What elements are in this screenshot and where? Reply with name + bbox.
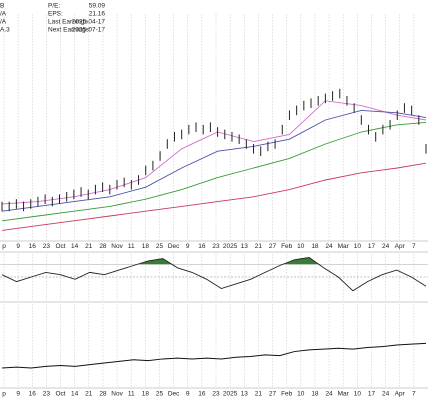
x-tick-label: p xyxy=(2,243,6,250)
x-tick-label: Nov xyxy=(111,243,123,250)
x-tick-label: 16 xyxy=(198,243,206,250)
moving-average xyxy=(1,162,427,231)
x-tick-label: 23 xyxy=(43,391,51,398)
x-tick-label: 9 xyxy=(16,391,20,398)
x-tick-label: 18 xyxy=(142,391,150,398)
info-left: B xyxy=(0,3,4,10)
x-tick-label: 14 xyxy=(71,243,79,250)
x-tick-label: Mar xyxy=(338,391,350,398)
x-tick-label: 16 xyxy=(198,391,206,398)
x-tick-label: 7 xyxy=(412,243,416,250)
x-tick-label: 18 xyxy=(311,243,319,250)
x-tick-label: Apr xyxy=(395,243,406,250)
info-value: 59.09 xyxy=(89,3,106,10)
x-tick-label: 11 xyxy=(128,243,135,250)
x-tick-label: 21 xyxy=(255,243,263,250)
x-tick-label: 27 xyxy=(269,243,277,250)
x-tick-label: 18 xyxy=(142,243,150,250)
x-tick-label: Dec xyxy=(168,243,180,250)
x-tick-label: Mar xyxy=(338,243,350,250)
x-tick-label: 10 xyxy=(354,243,362,250)
x-tick-label: 16 xyxy=(29,391,37,398)
moving-average xyxy=(1,109,427,212)
x-tick-label: 27 xyxy=(269,391,277,398)
x-tick-label: 21 xyxy=(255,391,263,398)
x-tick-label: 23 xyxy=(212,391,220,398)
x-tick-label: 10 xyxy=(297,391,305,398)
x-tick-label: p xyxy=(2,391,6,398)
x-tick-label: 16 xyxy=(29,243,37,250)
info-label: EPS: xyxy=(48,11,63,18)
x-tick-label: 28 xyxy=(99,391,107,398)
x-tick-label: Oct xyxy=(55,391,65,398)
x-tick-label: 21 xyxy=(85,243,93,250)
x-tick-label: 10 xyxy=(354,391,362,398)
x-tick-label: 21 xyxy=(85,391,93,398)
x-tick-label: 25 xyxy=(156,243,164,250)
x-tick-label: 17 xyxy=(368,391,376,398)
x-tick-label: 14 xyxy=(71,391,79,398)
x-tick-label: 24 xyxy=(382,243,390,250)
x-tick-label: 28 xyxy=(99,243,107,250)
info-value: 21.16 xyxy=(89,11,106,18)
x-tick-label: 10 xyxy=(297,243,305,250)
x-tick-label: 9 xyxy=(186,391,190,398)
info-value: 2025-04-17 xyxy=(72,19,106,26)
x-tick-label: 9 xyxy=(16,243,20,250)
x-tick-label: 11 xyxy=(128,391,135,398)
info-left: /A xyxy=(0,11,7,18)
x-tick-label: 13 xyxy=(241,243,249,250)
indicator-line xyxy=(1,342,427,369)
info-label: Last Earnings: xyxy=(48,19,90,26)
x-tick-label: 23 xyxy=(212,243,220,250)
x-tick-label: 13 xyxy=(241,391,249,398)
x-tick-label: Feb xyxy=(281,391,293,398)
x-tick-label: 25 xyxy=(156,391,164,398)
info-label: P/E: xyxy=(48,3,60,10)
moving-average xyxy=(1,121,427,222)
x-tick-label: Feb xyxy=(281,243,293,250)
oscillator-line xyxy=(1,256,427,292)
x-tick-label: 24 xyxy=(382,391,390,398)
x-tick-label: 18 xyxy=(311,391,319,398)
x-tick-label: 24 xyxy=(325,243,333,250)
x-tick-label: 2025 xyxy=(223,391,238,398)
x-tick-label: 7 xyxy=(412,391,416,398)
x-tick-label: 24 xyxy=(325,391,333,398)
x-tick-label: Oct xyxy=(55,243,65,250)
x-tick-label: 23 xyxy=(43,243,51,250)
info-left: A.3 xyxy=(0,27,10,34)
x-tick-label: 2025 xyxy=(223,243,238,250)
x-tick-label: Apr xyxy=(395,391,406,398)
x-tick-label: Dec xyxy=(168,391,180,398)
x-tick-label: Nov xyxy=(111,391,123,398)
x-tick-label: 17 xyxy=(368,243,376,250)
info-label: Next Earnings: xyxy=(48,27,91,34)
info-left: /A xyxy=(0,19,7,26)
x-tick-label: 9 xyxy=(186,243,190,250)
